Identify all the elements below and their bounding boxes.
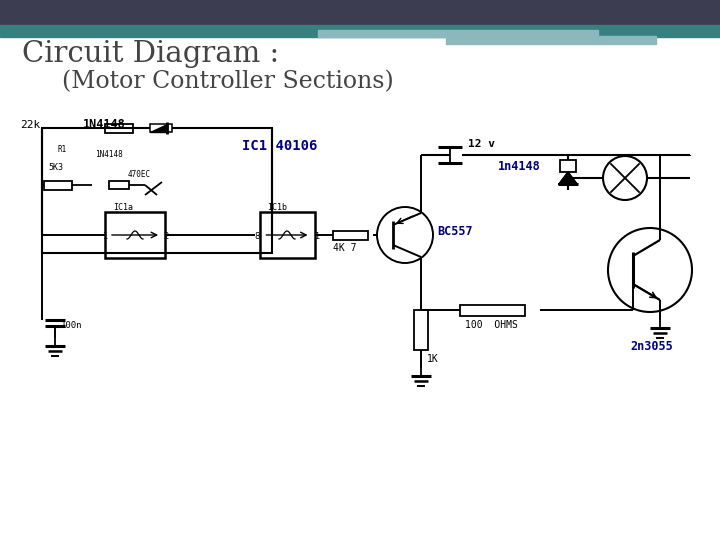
Bar (42, 128, 272, 253)
Bar (460, 305, 525, 315)
Text: (Motor Controller Sections): (Motor Controller Sections) (62, 70, 394, 93)
Bar (414, 310, 428, 350)
Polygon shape (150, 124, 167, 132)
Text: BC557: BC557 (437, 225, 472, 238)
Text: 1: 1 (314, 232, 319, 241)
Bar (150, 124, 172, 132)
Text: 1: 1 (102, 232, 107, 241)
Polygon shape (559, 172, 577, 184)
Bar (0, 0, 720, 26)
Bar (318, 30, 598, 37)
Bar (446, 36, 656, 44)
Bar (560, 160, 576, 172)
Bar (105, 212, 165, 258)
Text: 2n3055: 2n3055 (630, 340, 672, 353)
Text: 22k: 22k (20, 120, 40, 130)
Text: 1N4148: 1N4148 (95, 150, 122, 159)
Bar (109, 181, 129, 189)
Bar (259, 212, 315, 258)
Bar (105, 124, 133, 132)
Text: R1: R1 (58, 145, 67, 154)
Bar (333, 231, 368, 240)
Text: 100  OHMS: 100 OHMS (465, 320, 518, 330)
Text: Circuit Diagram :: Circuit Diagram : (22, 40, 279, 68)
Text: 1n4148: 1n4148 (498, 160, 541, 173)
Text: 470EC: 470EC (128, 170, 151, 179)
Text: 5K3: 5K3 (48, 163, 63, 172)
Text: 100n: 100n (61, 321, 83, 330)
Text: IC1b: IC1b (267, 203, 287, 212)
Text: 4K 7: 4K 7 (333, 243, 356, 253)
Text: 1K: 1K (427, 354, 438, 364)
Text: 2: 2 (163, 232, 168, 241)
Text: 8: 8 (254, 232, 259, 241)
Bar (44, 180, 72, 190)
Text: IC1a: IC1a (113, 203, 133, 212)
Text: IC1 40106: IC1 40106 (242, 139, 318, 153)
Text: 1N4148: 1N4148 (83, 118, 126, 131)
Bar (0, 25, 720, 37)
Text: 12 v: 12 v (468, 139, 495, 149)
